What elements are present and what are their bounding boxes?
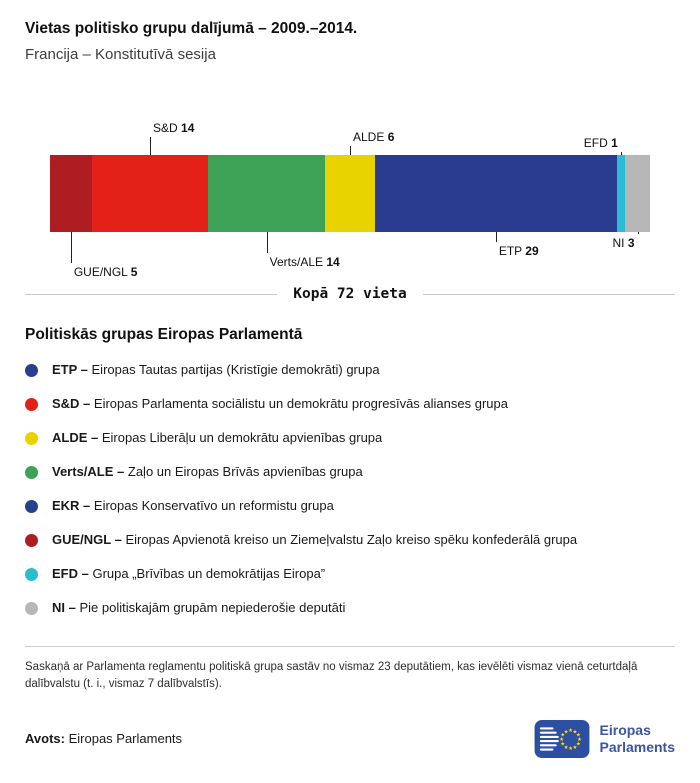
svg-text:★: ★ [575, 741, 580, 747]
total-rule-right [422, 293, 675, 295]
svg-text:★: ★ [560, 741, 565, 747]
ep-flag-mark-icon: ★ ★★★★★★★★★★★ [534, 719, 589, 758]
legend-item-sd: S&D – Eiropas Parlamenta sociālistu un d… [25, 396, 675, 412]
svg-text:★: ★ [563, 729, 568, 735]
legend-abbr: Verts/ALE – [52, 464, 125, 479]
leader-line [620, 152, 622, 155]
european-parliament-logo: ★ ★ ★ ★ ★ ★ ★ ★ ★ ★ ★ ★ Eiropas Parlaments [534, 719, 675, 758]
legend-desc: Pie politiskajām grupām nepiederošie dep… [79, 600, 346, 615]
bar-segment-gue-ngl [50, 155, 92, 232]
legend-color-dot [25, 363, 38, 377]
legend-label: ETP – Eiropas Tautas partijas (Kristīgie… [52, 362, 380, 378]
legend-color-dot [25, 465, 38, 479]
bar-segment-s-d [91, 155, 209, 232]
legend-label: EKR – Eiropas Konservatīvo un reformistu… [52, 498, 334, 514]
legend-label: GUE/NGL – Eiropas Apvienotā kreiso un Zi… [52, 532, 577, 548]
legend-color-dot [25, 499, 38, 513]
legend-label: EFD – Grupa „Brīvības un demokrātijas Ei… [52, 566, 325, 582]
ep-logo-line1: Eiropas [599, 721, 651, 738]
star-ring-icon: ★ ★★★★★★★★★★★ [559, 728, 582, 752]
callout-label-efd: EFD 1 [583, 136, 618, 150]
legend-desc: Eiropas Konservatīvo un reformistu grupa [93, 498, 334, 513]
bar-area: GUE/NGL 5 S&D 14 Verts/ALE 14 ALDE 6 ETP 29 E… [25, 97, 675, 282]
leader-line [70, 232, 72, 263]
bar-segment-verts-ale [208, 155, 325, 232]
source-value: Eiropas Parlaments [68, 731, 183, 746]
stacked-bar [50, 155, 650, 232]
legend-color-dot [25, 431, 38, 445]
source-label: Avots: [25, 731, 65, 746]
legend-item-gue-ngl: GUE/NGL – Eiropas Apvienotā kreiso un Zi… [25, 532, 675, 548]
callout-label-verts-ale: Verts/ALE 14 [269, 255, 340, 269]
legend-item-ekr: EKR – Eiropas Konservatīvo un reformistu… [25, 498, 675, 514]
footnote-separator [25, 646, 675, 647]
legend-item-verts-ale: Verts/ALE – Zaļo un Eiropas Brīvās apvie… [25, 464, 675, 480]
svg-text:★: ★ [575, 732, 580, 738]
callout-label-gue-ngl: GUE/NGL 5 [73, 265, 138, 279]
leader-line [350, 146, 351, 155]
legend-desc: Eiropas Parlamenta sociālistu un demokrā… [93, 396, 508, 411]
legend-color-dot [25, 601, 38, 615]
legend-desc: Eiropas Tautas partijas (Kristīgie demok… [91, 362, 380, 377]
bar-segment-alde [324, 155, 375, 232]
seat-distribution-chart: GUE/NGL 5 S&D 14 Verts/ALE 14 ALDE 6 ETP 29 E… [25, 97, 675, 302]
legend-label: Verts/ALE – Zaļo un Eiropas Brīvās apvie… [52, 464, 363, 480]
leader-line [266, 232, 268, 253]
svg-text:★: ★ [572, 729, 577, 735]
svg-text:★: ★ [577, 737, 582, 743]
legend-abbr: EKR – [52, 498, 91, 513]
callout-label-ni: NI 3 [612, 236, 635, 250]
legend-desc: Grupa „Brīvības un demokrātijas Eiropa” [92, 566, 326, 581]
legend-abbr: GUE/NGL – [52, 532, 122, 547]
legend-item-alde: ALDE – Eiropas Liberāļu un demokrātu apv… [25, 430, 675, 446]
svg-text:★: ★ [563, 744, 568, 750]
total-label: Kopā 72 vieta [293, 286, 407, 302]
leader-line [637, 232, 639, 234]
leader-line [150, 137, 151, 155]
bottom-row: Avots: Eiropas Parlaments ★ ★ ★ ★ ★ ★ ★ ★ ★ ★ ★ ★ E… [25, 719, 675, 758]
total-rule-left [25, 293, 278, 295]
leader-line [495, 232, 497, 242]
legend-color-dot [25, 567, 38, 581]
legend-abbr: ETP – [52, 362, 88, 377]
legend-desc: Eiropas Liberāļu un demokrātu apvienības… [101, 430, 383, 445]
legend-color-dot [25, 533, 38, 547]
svg-text:★: ★ [560, 732, 565, 738]
legend-label: ALDE – Eiropas Liberāļu un demokrātu apv… [52, 430, 382, 446]
page-subtitle: Francija – Konstitutīvā sesija [25, 46, 216, 63]
callout-label-alde: ALDE 6 [353, 130, 395, 144]
legend-abbr: S&D – [52, 396, 91, 411]
bar-segment-efd [616, 155, 625, 232]
legend-item-etp: ETP – Eiropas Tautas partijas (Kristīgie… [25, 362, 675, 378]
total-row: Kopā 72 vieta [25, 286, 675, 302]
legend-abbr: NI – [52, 600, 76, 615]
legend-label: S&D – Eiropas Parlamenta sociālistu un d… [52, 396, 508, 412]
bar-segment-etp [374, 155, 617, 232]
footnote: Saskaņā ar Parlamenta reglamentu politis… [25, 661, 638, 691]
svg-text:★: ★ [559, 737, 564, 743]
legend-desc: Zaļo un Eiropas Brīvās apvienības grupa [127, 464, 363, 479]
legend-label: NI – Pie politiskajām grupām nepiederoši… [52, 600, 345, 616]
legend-abbr: EFD – [52, 566, 89, 581]
svg-text:★: ★ [572, 744, 577, 750]
legend-item-ni: NI – Pie politiskajām grupām nepiederoši… [25, 600, 675, 616]
source-text: Avots: Eiropas Parlaments [25, 731, 182, 746]
svg-text:★: ★ [568, 746, 573, 752]
ep-logo-text: Eiropas Parlaments [600, 722, 675, 756]
svg-text:★: ★ [568, 728, 573, 734]
legend-section: Politiskās grupas Eiropas Parlamentā ETP… [25, 326, 675, 616]
legend-desc: Eiropas Apvienotā kreiso un Ziemeļvalstu… [125, 532, 578, 547]
callout-label-s-d: S&D 14 [153, 121, 195, 135]
chart-callouts: GUE/NGL 5 S&D 14 Verts/ALE 14 ALDE 6 ETP 29 E… [50, 121, 650, 279]
bar-segment-ni [624, 155, 650, 232]
ep-logo-line2: Parlaments [599, 738, 675, 755]
page-title: Vietas politisko grupu dalījumā – 2009.–… [25, 20, 358, 37]
legend-abbr: ALDE – [52, 430, 99, 445]
legend-title: Politiskās grupas Eiropas Parlamentā [25, 326, 303, 343]
legend-item-efd: EFD – Grupa „Brīvības un demokrātijas Ei… [25, 566, 675, 582]
legend-color-dot [25, 397, 38, 411]
callout-label-etp: ETP 29 [498, 244, 539, 258]
